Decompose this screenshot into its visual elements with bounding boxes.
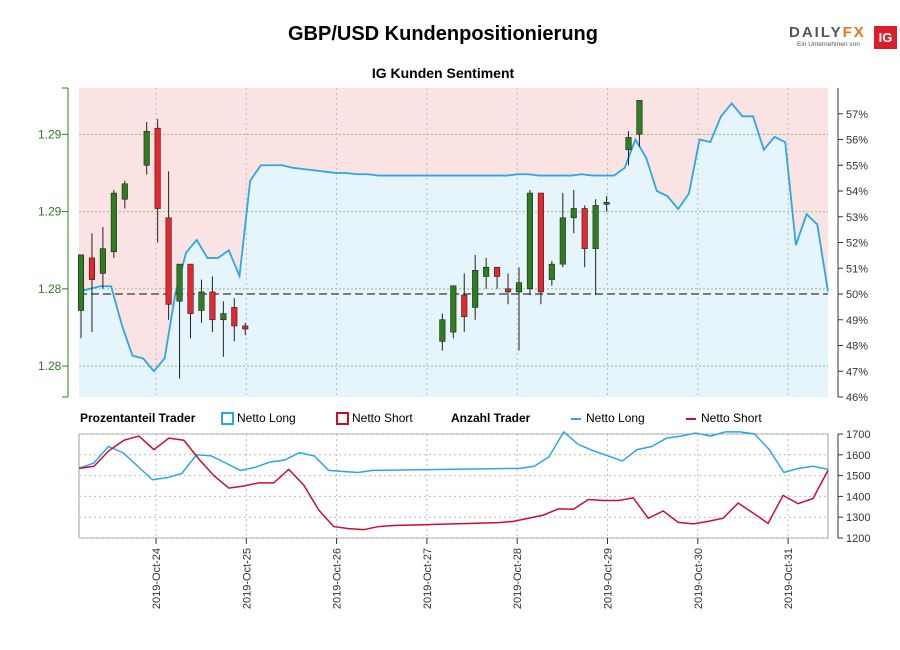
legend-pct-short-swatch	[336, 412, 349, 425]
candle-body	[592, 205, 599, 249]
candle-body	[88, 257, 95, 280]
count-tick-label: 1500	[846, 471, 870, 483]
candle-body	[121, 183, 128, 200]
candle-body	[209, 291, 216, 321]
candle-body	[494, 266, 501, 277]
pct-tick-label: 56%	[846, 135, 868, 147]
net-long-area	[79, 103, 828, 397]
candle-body	[176, 263, 183, 302]
x-tick-label: 2019-Oct-29	[603, 548, 615, 609]
count-tick-label: 1700	[846, 429, 870, 441]
x-tick-label: 2019-Oct-28	[512, 548, 524, 609]
pct-tick-label: 48%	[846, 341, 868, 353]
legend-count-header: Anzahl Trader	[451, 411, 531, 425]
candle-body	[559, 217, 566, 265]
candle-body	[537, 192, 544, 293]
count-tick-label: 1200	[846, 533, 870, 545]
x-tick-label: 2019-Oct-25	[241, 548, 253, 609]
legend-pct-long-swatch	[221, 412, 234, 425]
candle-body	[515, 282, 523, 293]
pct-tick-label: 55%	[846, 160, 868, 172]
candle-body	[461, 294, 468, 317]
candle-body	[220, 313, 227, 321]
dailyfx-logo: DAILYFX Ein Unternehmen von IG	[787, 24, 899, 50]
price-tick-label: 1.28	[38, 282, 62, 296]
candle-body	[526, 192, 534, 290]
count-tick-label: 1300	[846, 512, 870, 524]
pct-tick-label: 52%	[846, 238, 868, 250]
pct-tick-label: 51%	[846, 263, 868, 275]
candle-body	[439, 319, 446, 342]
pct-tick-label: 53%	[846, 212, 868, 224]
x-tick-label: 2019-Oct-30	[693, 548, 705, 609]
count-tick-label: 1600	[846, 450, 870, 462]
candle-body	[154, 127, 161, 209]
legend-count-short-swatch	[686, 418, 696, 420]
candle-body	[570, 208, 577, 219]
legend-pct-long-label: Netto Long	[237, 411, 296, 425]
legend-count-long-swatch	[571, 418, 581, 420]
candle-body	[110, 192, 117, 253]
pct-tick-label: 47%	[846, 366, 868, 378]
candle-body	[625, 137, 632, 151]
pct-tick-label: 46%	[846, 392, 868, 404]
legend-pct-header: Prozentanteil Trader	[80, 411, 196, 425]
candle-body	[581, 208, 588, 249]
candle-body	[242, 325, 249, 330]
legend-pct-short-label: Netto Short	[352, 411, 413, 425]
price-tick-label: 1.28	[38, 359, 62, 373]
price-tick-label: 1.29	[38, 127, 62, 141]
legend-count-long-label: Netto Long	[586, 411, 645, 425]
count-panel-frame	[78, 433, 829, 539]
net-short-count-line	[78, 435, 829, 531]
x-tick-label: 2019-Oct-31	[783, 548, 795, 609]
candle-body	[548, 263, 555, 280]
candle-body	[143, 130, 150, 166]
chart-title: GBP/USD Kundenpositionierung	[288, 23, 598, 45]
candle-body	[99, 248, 106, 274]
net-long-pct-line	[78, 102, 829, 373]
brand-tagline: Ein Unternehmen von	[797, 41, 860, 48]
ig-badge: IG	[874, 26, 897, 49]
net-long-count-line	[78, 430, 829, 481]
candle-body	[187, 263, 194, 314]
pct-tick-label: 50%	[846, 289, 868, 301]
x-tick-label: 2019-Oct-24	[151, 548, 163, 609]
candle-body	[603, 202, 610, 205]
brand-wordmark: DAILYFX	[789, 24, 866, 41]
pct-tick-label: 54%	[846, 186, 868, 198]
candle-body	[198, 291, 205, 311]
count-tick-label: 1400	[846, 491, 870, 503]
candle-body	[483, 266, 490, 277]
legend-count-short-label: Netto Short	[701, 411, 762, 425]
x-tick-label: 2019-Oct-27	[422, 548, 434, 609]
x-tick-label: 2019-Oct-26	[332, 548, 344, 609]
candle-body	[165, 217, 172, 305]
candle-body	[231, 307, 238, 327]
candle-body	[636, 100, 643, 135]
candle-body	[77, 254, 85, 311]
candle-body	[472, 270, 479, 308]
price-tick-label: 1.29	[38, 205, 62, 219]
pct-tick-label: 49%	[846, 315, 868, 327]
candle-body	[450, 285, 457, 333]
candle-body	[504, 288, 512, 293]
chart-subtitle: IG Kunden Sentiment	[371, 65, 515, 81]
pct-tick-label: 57%	[846, 109, 868, 121]
